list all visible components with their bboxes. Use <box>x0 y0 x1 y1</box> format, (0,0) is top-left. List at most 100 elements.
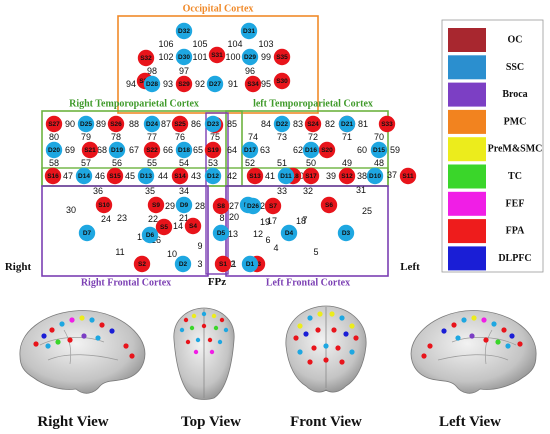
channel-number-layer: 1234567891011121314151617181920212223242… <box>49 39 400 269</box>
detector-optode: D13 <box>137 167 155 185</box>
channel-number: 11 <box>115 247 124 257</box>
optode-id: D11 <box>280 173 292 180</box>
optode-id: S26 <box>110 121 122 128</box>
optode-id: D1 <box>246 261 255 268</box>
source-optode: S19 <box>204 141 222 159</box>
source-optode: S14 <box>171 167 189 185</box>
detector-optode: D30 <box>175 48 193 66</box>
legend-item: Broca <box>448 82 528 107</box>
optode-id: D4 <box>285 230 294 237</box>
channel-number: 32 <box>303 186 313 196</box>
detector-optode: D2 <box>174 255 192 273</box>
optode-id: D26 <box>247 203 259 210</box>
optode-marker <box>206 75 224 93</box>
optode-marker <box>175 48 193 66</box>
detector-optode: D31 <box>240 22 258 40</box>
optode-marker <box>204 141 222 159</box>
channel-number: 72 <box>308 132 318 142</box>
top-view-label: Top View <box>181 414 241 430</box>
channel-number: 34 <box>179 186 189 196</box>
detector-optode: D22 <box>273 115 291 133</box>
source-optode: S24 <box>304 115 322 133</box>
brain-left-view-shape <box>410 310 537 394</box>
optode-marker <box>212 197 230 215</box>
channel-number: 49 <box>342 158 352 168</box>
channel-number: 103 <box>258 39 273 49</box>
source-optode: S25 <box>171 115 189 133</box>
optode-marker <box>141 226 159 244</box>
optode-marker <box>45 141 63 159</box>
optode-marker <box>44 167 62 185</box>
source-optode: S7 <box>264 197 282 215</box>
detector-optode: D15 <box>370 141 388 159</box>
channel-number: 78 <box>111 132 121 142</box>
occipital-cortex-label: Occipital Cortex <box>183 4 254 15</box>
optode-id: D31 <box>243 28 255 35</box>
channel-number: 33 <box>277 186 287 196</box>
optode-marker <box>133 255 151 273</box>
legend-swatch <box>448 219 486 244</box>
channel-number: 14 <box>173 221 183 231</box>
optode-id: D9 <box>180 202 189 209</box>
brain-right-view: Right View <box>19 310 146 430</box>
optode-marker <box>241 255 259 273</box>
channel-number: 5 <box>313 247 318 257</box>
detector-optode: D5 <box>212 224 230 242</box>
brain-front-view-optodes <box>293 311 359 365</box>
channel-number: 79 <box>81 132 91 142</box>
detector-optode: D26 <box>244 197 262 215</box>
brain-left-view-optodes <box>421 315 523 359</box>
channel-number: 31 <box>356 185 366 195</box>
optode-marker <box>370 141 388 159</box>
channel-number: 48 <box>374 158 384 168</box>
region-legend: OC SSC Broca PMC PreM&SMC TC FEF FPA DLPFC <box>441 19 544 273</box>
channel-number: 53 <box>208 158 218 168</box>
channel-number: 38 <box>357 171 367 181</box>
channel-number: 98 <box>147 66 157 76</box>
optode-id: D5 <box>217 230 226 237</box>
channel-number: 65 <box>193 145 203 155</box>
legend-item: FPA <box>448 219 525 244</box>
optode-id: D30 <box>178 54 190 61</box>
optode-id: D19 <box>111 147 123 154</box>
optode-marker <box>304 115 322 133</box>
optode-marker <box>214 255 232 273</box>
optode-marker <box>171 167 189 185</box>
channel-number: 27 <box>229 201 239 211</box>
optode-id: D7 <box>83 230 92 237</box>
detector-optode: D9 <box>175 196 193 214</box>
left-temporoparietal-label: left Temporoparietal Cortex <box>253 99 373 110</box>
optode-id: S12 <box>341 173 353 180</box>
optode-marker <box>318 141 336 159</box>
channel-number: 73 <box>277 132 287 142</box>
optode-id: S17 <box>305 173 317 180</box>
front-view-label: Front View <box>290 414 362 430</box>
channel-number: 29 <box>165 201 175 211</box>
right-frontal-label: Right Frontal Cortex <box>81 278 171 289</box>
optode-marker <box>280 224 298 242</box>
channel-number: 54 <box>179 158 189 168</box>
optode-marker <box>399 167 417 185</box>
optode-marker <box>204 167 222 185</box>
optode-marker <box>106 167 124 185</box>
channel-number: 17 <box>267 216 277 226</box>
detector-optode: D3 <box>337 224 355 242</box>
detector-optode: D10 <box>366 167 384 185</box>
channel-number: 75 <box>210 132 220 142</box>
legend-item: SSC <box>448 55 524 80</box>
optode-id: S29 <box>178 81 190 88</box>
channel-number: 82 <box>325 119 335 129</box>
channel-number: 15 <box>137 232 147 242</box>
optode-marker <box>277 167 295 185</box>
detector-optode: D23 <box>204 115 222 133</box>
optode-id: D25 <box>80 121 92 128</box>
channel-number: 100 <box>225 52 240 62</box>
optode-id: D29 <box>244 54 256 61</box>
detector-optode: D27 <box>206 75 224 93</box>
legend-swatch <box>448 246 486 271</box>
channel-number: 22 <box>148 214 158 224</box>
optode-marker <box>208 46 226 64</box>
optode-marker <box>264 197 282 215</box>
channel-number: 46 <box>95 171 105 181</box>
channel-number: 105 <box>192 39 207 49</box>
